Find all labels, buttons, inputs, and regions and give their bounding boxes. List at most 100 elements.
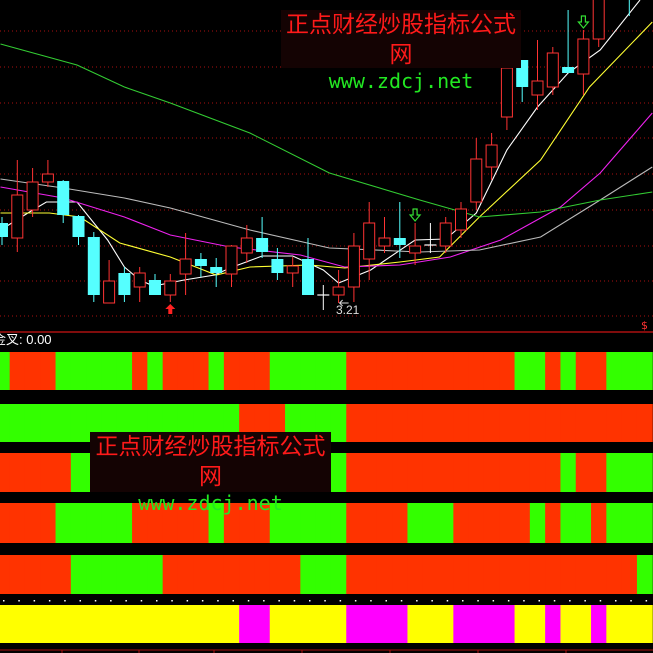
candle: [577, 30, 590, 95]
band-cell: [346, 453, 363, 492]
candle: [194, 253, 207, 277]
band-cell: [361, 605, 378, 643]
band-cell: [208, 352, 225, 390]
band-cell: [70, 555, 87, 594]
separator-dot: [232, 600, 234, 602]
band-cell: [529, 555, 546, 594]
band-cell: [254, 605, 271, 643]
candle-body: [194, 259, 207, 266]
dotted-separator: [3, 600, 648, 602]
watermark-title: 正点财经炒股指标公式网: [95, 434, 326, 490]
separator-dot: [538, 600, 540, 602]
band-cell: [361, 404, 378, 442]
band-cell: [606, 453, 623, 492]
band-cell: [239, 503, 255, 543]
band-cell: [269, 503, 286, 543]
indicator-band-row: [0, 555, 653, 594]
band-cell: [223, 555, 240, 594]
candle: [225, 245, 238, 287]
candle: [485, 133, 498, 180]
indicator-band-row: [0, 352, 653, 390]
band-cell: [591, 555, 607, 594]
band-cell: [55, 352, 72, 390]
candle-body: [546, 52, 559, 88]
candle: [332, 270, 345, 303]
candle: [11, 160, 24, 252]
separator-dot: [201, 600, 204, 602]
band-cell: [346, 555, 363, 594]
separator-dot: [400, 600, 403, 602]
band-cell: [208, 605, 225, 643]
band-cell: [285, 352, 301, 390]
band-cell: [453, 503, 470, 543]
separator-dot: [247, 600, 250, 602]
band-cell: [132, 503, 148, 543]
candle: [302, 238, 314, 295]
candle: [470, 138, 483, 210]
band-cell: [560, 555, 577, 594]
band-cell: [483, 404, 500, 442]
candle: [179, 233, 192, 295]
separator-dot: [309, 600, 311, 602]
separator-dot: [553, 600, 556, 602]
band-cell: [575, 503, 592, 543]
band-cell: [9, 605, 26, 643]
band-cell: [621, 404, 638, 442]
band-cell: [269, 555, 286, 594]
band-cell: [24, 555, 41, 594]
band-cell: [636, 352, 653, 390]
band-cell: [636, 404, 653, 442]
band-cell: [162, 555, 179, 594]
low-pointer-icon: [338, 299, 349, 307]
watermark-title: 正点财经炒股指标公式网: [286, 12, 516, 68]
band-cell: [636, 503, 653, 543]
candle: [149, 274, 161, 295]
band-cell: [24, 605, 41, 643]
band-cell: [147, 503, 164, 543]
separator-dot: [278, 600, 280, 602]
candle: [562, 10, 575, 73]
band-cell: [177, 503, 194, 543]
candle-body: [72, 216, 85, 237]
candle-body: [531, 80, 544, 96]
moving-average-line: [0, 43, 653, 218]
band-cell: [285, 555, 301, 594]
band-cell: [499, 503, 516, 543]
candle: [347, 233, 360, 302]
band-cell: [147, 605, 164, 643]
candle: [164, 274, 177, 302]
band-cell: [116, 605, 133, 643]
band-cell: [560, 352, 577, 390]
candle: [424, 223, 437, 253]
sell-arrow-icon: [577, 15, 590, 29]
band-cell: [499, 555, 516, 594]
candle-body: [133, 272, 146, 288]
signals: [165, 15, 590, 314]
candle: [72, 215, 85, 245]
band-cell: [86, 503, 102, 543]
band-cell: [55, 404, 72, 442]
separator-dot: [94, 600, 97, 602]
candle: [87, 232, 100, 302]
candle: [500, 60, 513, 130]
band-cell: [560, 503, 577, 543]
candle-body: [179, 258, 192, 275]
moving-average-line: [0, 112, 653, 268]
candle-body: [164, 280, 177, 296]
band-cell: [162, 503, 179, 543]
buy-arrow-icon: [165, 304, 176, 314]
candle: [531, 40, 544, 110]
dollar-icon: $: [641, 319, 648, 332]
band-cell: [392, 605, 408, 643]
band-cell: [621, 503, 638, 543]
band-cell: [285, 503, 301, 543]
band-cell: [239, 555, 255, 594]
band-cell: [453, 555, 470, 594]
separator-dot: [599, 600, 602, 602]
band-cell: [468, 555, 485, 594]
band-cell: [560, 453, 577, 492]
band-cell: [636, 453, 653, 492]
band-cell: [545, 352, 561, 390]
band-cell: [575, 404, 592, 442]
band-cell: [315, 352, 332, 390]
